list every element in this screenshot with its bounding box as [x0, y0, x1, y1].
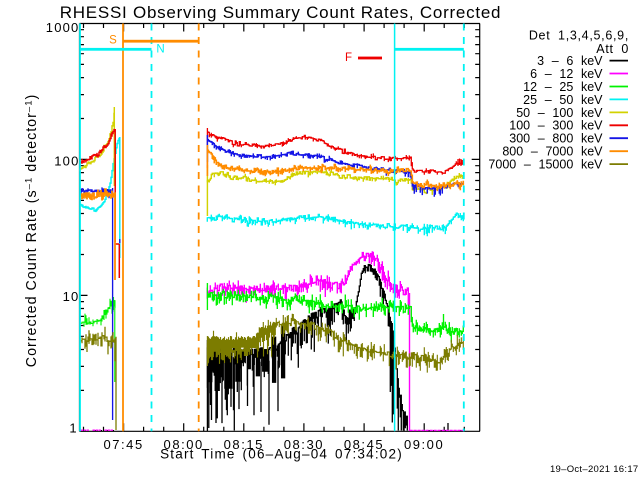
- svg-text:Det 1,3,4,5,6,9,: Det 1,3,4,5,6,9,: [529, 28, 629, 42]
- svg-text:12 – 25 keV: 12 – 25 keV: [523, 80, 603, 94]
- svg-text:300 – 800 keV: 300 – 800 keV: [509, 132, 603, 146]
- svg-text:08:15: 08:15: [224, 437, 264, 452]
- svg-text:Start Time (06–Aug–04 07:34:02: Start Time (06–Aug–04 07:34:02): [160, 447, 403, 462]
- svg-text:50 – 100 keV: 50 – 100 keV: [516, 106, 603, 120]
- svg-text:Corrected Count Rate (s–1 dete: Corrected Count Rate (s–1 detector–1): [24, 94, 41, 368]
- svg-text:RHESSI Observing Summary Count: RHESSI Observing Summary Count Rates, Co…: [60, 3, 502, 22]
- svg-text:N: N: [156, 44, 164, 56]
- svg-text:800 – 7000 keV: 800 – 7000 keV: [502, 145, 603, 159]
- svg-text:6 – 12 keV: 6 – 12 keV: [530, 67, 603, 81]
- svg-text:09:00: 09:00: [404, 437, 444, 452]
- svg-text:08:00: 08:00: [164, 437, 204, 452]
- svg-text:1000: 1000: [46, 20, 80, 35]
- svg-text:25 – 50 keV: 25 – 50 keV: [523, 93, 603, 107]
- svg-text:100 – 300 keV: 100 – 300 keV: [509, 119, 603, 133]
- svg-text:10: 10: [63, 289, 80, 304]
- svg-text:07:45: 07:45: [103, 437, 143, 452]
- svg-text:S: S: [109, 35, 117, 47]
- svg-text:Att 0: Att 0: [596, 42, 629, 56]
- svg-text:1: 1: [69, 420, 77, 435]
- svg-text:19–Oct–2021 16:17: 19–Oct–2021 16:17: [550, 464, 639, 475]
- svg-text:7000 – 15000 keV: 7000 – 15000 keV: [488, 158, 603, 172]
- svg-text:08:30: 08:30: [284, 437, 324, 452]
- svg-text:F: F: [345, 52, 352, 64]
- svg-text:100: 100: [54, 154, 79, 169]
- svg-text:08:45: 08:45: [344, 437, 384, 452]
- svg-text:3 – 6 keV: 3 – 6 keV: [537, 54, 603, 68]
